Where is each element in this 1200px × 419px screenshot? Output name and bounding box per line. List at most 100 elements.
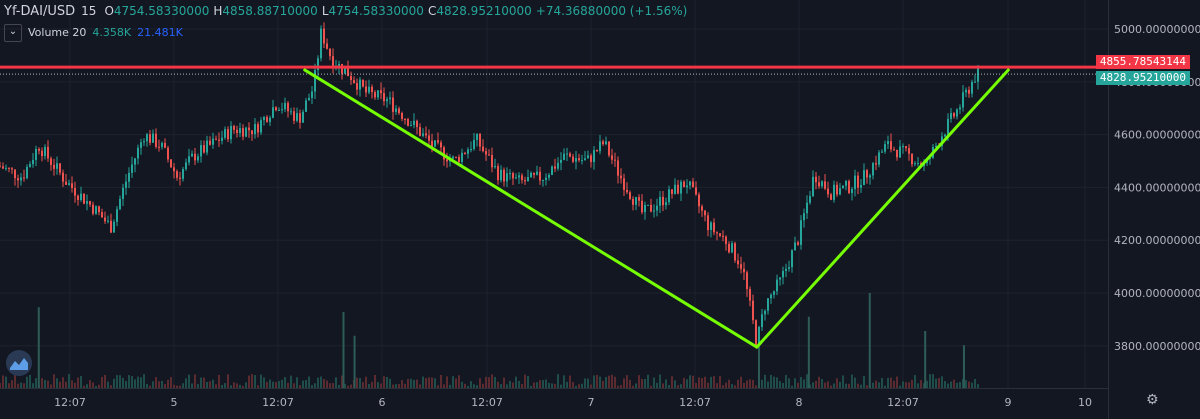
- candle-body: [53, 164, 55, 169]
- volume-bar: [878, 382, 880, 388]
- volume-bar: [860, 384, 862, 388]
- candle-body: [680, 181, 682, 194]
- volume-bar: [650, 385, 652, 388]
- candle-body: [833, 184, 835, 200]
- candle-body: [8, 167, 10, 169]
- candle-body: [530, 172, 532, 178]
- candle-body: [884, 144, 886, 152]
- volume-bar: [773, 376, 775, 388]
- volume-bar: [827, 381, 829, 388]
- candle-body: [485, 151, 487, 155]
- candle-body: [758, 326, 760, 346]
- candle-body: [902, 146, 904, 148]
- candle-body: [320, 28, 322, 59]
- candle-body: [296, 113, 298, 121]
- volume-bar: [158, 381, 160, 388]
- candle-body: [704, 210, 706, 216]
- volume-bar: [959, 382, 961, 388]
- candle-body: [803, 213, 805, 221]
- volume-bar: [518, 380, 520, 388]
- candle-body: [0, 166, 1, 168]
- candle-body: [152, 133, 154, 143]
- candle-body: [476, 133, 478, 140]
- candle-body: [233, 125, 235, 130]
- candle-body: [767, 298, 769, 311]
- symbol-name[interactable]: Yf-DAI/USD: [4, 4, 76, 19]
- candle-body: [860, 185, 862, 188]
- candle-body: [542, 179, 544, 181]
- change-value: +74.36880000 (+1.56%): [535, 4, 688, 18]
- candle-body: [977, 68, 979, 82]
- gear-icon[interactable]: ⚙: [1146, 392, 1159, 408]
- volume-bar: [386, 376, 388, 388]
- volume-bar: [380, 383, 382, 388]
- candle-body: [92, 204, 94, 214]
- interval-label[interactable]: 15: [81, 4, 97, 18]
- candle-body: [818, 182, 820, 187]
- volume-bar: [29, 374, 31, 388]
- drawing-overlays[interactable]: [0, 65, 1108, 349]
- volume-bar: [428, 377, 430, 388]
- x-tick-label: 9: [1005, 396, 1012, 409]
- volume-bar: [143, 374, 145, 388]
- volume-bar: [8, 383, 10, 388]
- volume-bar: [467, 385, 469, 388]
- volume-bar: [512, 382, 514, 388]
- volume-bar: [740, 376, 742, 388]
- candle-body: [881, 151, 883, 153]
- volume-bar: [74, 382, 76, 388]
- candle-body: [170, 159, 172, 168]
- candle-body: [647, 204, 649, 206]
- candle-body: [176, 171, 178, 178]
- uptrend-line[interactable]: [755, 68, 1010, 349]
- candle-body: [497, 166, 499, 181]
- volume-bar: [449, 384, 451, 388]
- candle-body: [626, 189, 628, 193]
- volume-bar: [509, 380, 511, 388]
- high-key: H: [213, 4, 223, 18]
- volume-bar: [917, 383, 919, 388]
- candle-body: [899, 146, 901, 158]
- candle-body: [251, 130, 253, 135]
- chevron-down-icon[interactable]: ⌄: [4, 24, 22, 42]
- candle-body: [20, 177, 22, 181]
- candle-body: [554, 166, 556, 169]
- volume-bar: [623, 378, 625, 388]
- volume-bar: [284, 377, 286, 388]
- volume-bar: [266, 382, 268, 388]
- tradingview-logo-icon[interactable]: [6, 350, 32, 376]
- candle-body: [248, 127, 250, 131]
- candle-body: [416, 120, 418, 128]
- candle-body: [806, 202, 808, 214]
- volume-bar: [929, 374, 931, 388]
- candle-body: [5, 167, 7, 169]
- candle-body: [383, 93, 385, 102]
- volume-indicator-name[interactable]: Volume 20: [28, 26, 87, 39]
- candle-body: [764, 310, 766, 315]
- volume-bar: [743, 383, 745, 388]
- candle-body: [146, 134, 148, 142]
- volume-bar: [218, 374, 220, 388]
- volume-bar: [335, 377, 337, 388]
- downtrend-line[interactable]: [303, 68, 759, 349]
- volume-bar: [971, 382, 973, 388]
- volume-bar: [32, 383, 34, 388]
- volume-bar: [491, 374, 493, 388]
- candle-body: [110, 220, 112, 233]
- volume-bar: [956, 382, 958, 388]
- candle-body: [953, 113, 955, 117]
- candle-body: [863, 170, 865, 186]
- candle-body: [677, 184, 679, 194]
- candle-body: [830, 194, 832, 200]
- volume-spike: [353, 335, 356, 388]
- y-tick-label: 3800.00000000: [1114, 340, 1200, 353]
- candle-body: [422, 133, 424, 136]
- candle-body: [149, 134, 151, 143]
- candle-body: [869, 175, 871, 178]
- candle-body: [185, 162, 187, 170]
- candle-body: [731, 243, 733, 253]
- volume-bar: [362, 382, 364, 388]
- volume-bar: [761, 379, 763, 388]
- candle-body: [203, 145, 205, 153]
